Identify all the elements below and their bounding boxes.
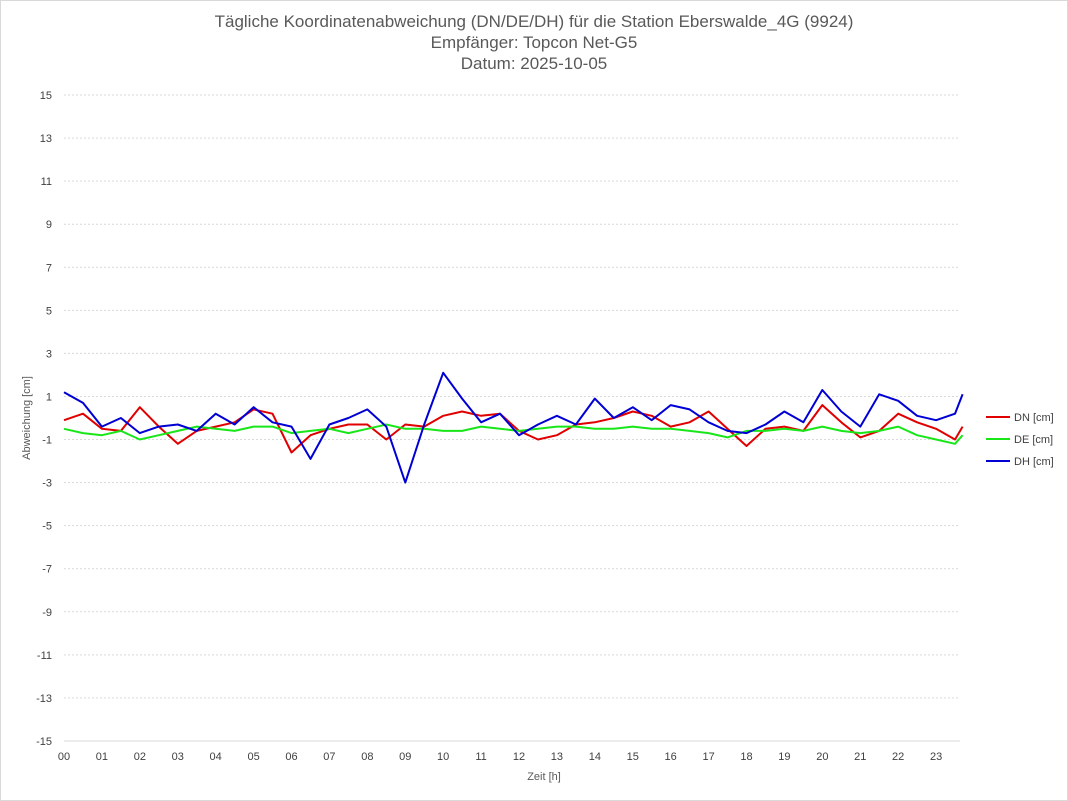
- y-tick-label: 11: [41, 176, 52, 188]
- y-tick-label: 7: [46, 262, 52, 274]
- legend-label: DN [cm]: [1014, 412, 1054, 424]
- y-tick-label: 13: [40, 133, 52, 145]
- x-tick-label: 12: [513, 751, 525, 763]
- y-tick-label: -5: [42, 521, 52, 533]
- x-tick-label: 09: [399, 751, 411, 763]
- y-tick-label: -15: [36, 736, 52, 748]
- series-line-1: [63, 423, 964, 445]
- y-tick-label: 5: [46, 305, 52, 317]
- x-tick-label: 21: [854, 751, 866, 763]
- x-tick-label: 11: [475, 751, 486, 763]
- x-tick-label: 00: [58, 751, 70, 763]
- y-tick-label: -13: [36, 693, 52, 705]
- x-tick-label: 18: [740, 751, 752, 763]
- y-tick-label: -11: [37, 650, 52, 662]
- chart-title: Tägliche Koordinatenabweichung (DN/DE/DH…: [214, 12, 854, 31]
- x-tick-label: 13: [551, 751, 563, 763]
- y-tick-label: 3: [46, 348, 52, 360]
- y-axis-ticks: 15 13 11 9 7 5 3 1 -1 -3 -5 -7 -9 -11 -13 -15: [36, 90, 52, 748]
- x-tick-label: 08: [361, 751, 373, 763]
- x-axis-title: Zeit [h]: [527, 771, 561, 783]
- legend-label: DH [cm]: [1014, 456, 1054, 468]
- x-axis-ticks: 00 01 02 03 04 05 06 07 08 09 10 11 12 13 14 15 16 17 18 19…: [58, 751, 942, 763]
- x-tick-label: 03: [172, 751, 184, 763]
- x-tick-label: 06: [285, 751, 297, 763]
- x-tick-label: 10: [437, 751, 449, 763]
- gridlines: [64, 94, 960, 742]
- y-tick-label: -7: [42, 564, 52, 576]
- y-tick-label: -9: [42, 607, 52, 619]
- y-axis-title: Abweichung [cm]: [21, 376, 33, 460]
- chart-title-block: Tägliche Koordinatenabweichung (DN/DE/DH…: [0, 11, 1068, 74]
- x-tick-label: 20: [816, 751, 828, 763]
- series-line-2: [63, 371, 964, 484]
- x-tick-label: 22: [892, 751, 904, 763]
- x-tick-label: 02: [134, 751, 146, 763]
- y-tick-label: -1: [42, 435, 52, 447]
- x-tick-label: 05: [247, 751, 259, 763]
- x-tick-label: 14: [589, 751, 601, 763]
- x-tick-label: 15: [627, 751, 639, 763]
- y-tick-label: 9: [46, 219, 52, 231]
- x-tick-label: 19: [778, 751, 790, 763]
- chart-subtitle-date: Datum: 2025-10-05: [460, 54, 608, 73]
- x-tick-label: 04: [210, 751, 222, 763]
- y-tick-label: 15: [40, 90, 52, 102]
- x-tick-label: 23: [930, 751, 942, 763]
- y-tick-label: 1: [46, 391, 52, 403]
- chart-subtitle-receiver: Empfänger: Topcon Net-G5: [430, 33, 638, 52]
- x-tick-label: 17: [702, 751, 714, 763]
- x-tick-label: 07: [323, 751, 335, 763]
- legend-label: DE [cm]: [1014, 434, 1053, 446]
- x-tick-label: 16: [665, 751, 677, 763]
- legend: DN [cm] DE [cm] DH [cm]: [986, 412, 1054, 468]
- x-tick-label: 01: [96, 751, 108, 763]
- data-series: [63, 371, 964, 484]
- y-tick-label: -3: [42, 478, 52, 490]
